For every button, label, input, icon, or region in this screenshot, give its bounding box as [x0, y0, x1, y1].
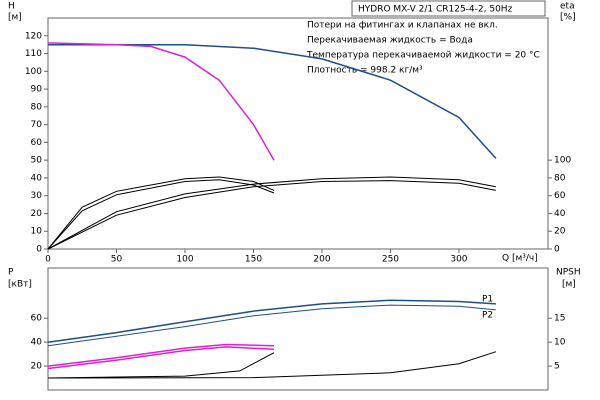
y2-tick-label: 0: [554, 245, 560, 255]
y-tick-label: 30: [31, 191, 43, 201]
y-tick-label: 60: [31, 138, 43, 148]
y-tick-label: 110: [25, 49, 42, 59]
y2-tick-label: 15: [554, 314, 565, 324]
series-line: [47, 176, 496, 250]
series-line: [47, 343, 275, 367]
y-tick-label: 40: [31, 173, 43, 183]
y-tick-label: 70: [31, 120, 43, 130]
x-tick-label: 300: [450, 255, 467, 265]
y2-tick-label: 5: [554, 362, 560, 372]
annotation: Температура перекачиваемой жидкости = 20…: [306, 51, 540, 61]
series-line: [48, 43, 497, 159]
y2-axis-label: eta: [560, 2, 575, 12]
y-tick-label: 120: [25, 31, 42, 41]
y-tick-label: 90: [31, 85, 43, 95]
annotation: Перекачиваемая жидкость = Вода: [307, 36, 473, 46]
series-line: [47, 179, 275, 250]
x-tick-label: 250: [382, 255, 399, 265]
y-tick-label: 60: [31, 314, 43, 324]
series-line: [47, 176, 275, 250]
plot-frame: [47, 267, 549, 391]
y2-tick-label: 80: [554, 173, 566, 183]
y2-tick-label: 20: [554, 227, 566, 237]
series-line: [47, 304, 496, 347]
x-tick-label: 200: [313, 255, 330, 265]
y-tick-label: 10: [31, 227, 43, 237]
x-tick-label: 150: [245, 255, 262, 265]
annotation: Плотность = 998.2 кг/м³: [307, 66, 423, 76]
y2-tick-label: 10: [554, 338, 566, 348]
y2-tick-label: 40: [554, 209, 566, 219]
plot-frame: [47, 17, 549, 250]
series-line: [47, 346, 275, 370]
y-tick-label: 100: [25, 67, 42, 77]
series-label: P2: [482, 310, 493, 320]
y-tick-label: 50: [31, 156, 43, 166]
annotation: Потери на фитингах и клапанах не вкл.: [307, 21, 498, 31]
x-tick-label: 100: [176, 255, 193, 265]
y-tick-label: 20: [31, 209, 43, 219]
y2-axis-unit: [%]: [560, 13, 576, 23]
y-axis-unit: [м]: [8, 13, 22, 23]
series-line: [47, 352, 275, 379]
series-line: [47, 180, 496, 250]
title-box: [351, 0, 546, 17]
y-tick-label: 80: [31, 102, 43, 112]
x-axis-label: Q [м³/ч]: [502, 254, 538, 264]
y2-tick-label: 60: [554, 191, 566, 201]
y-tick-label: 20: [31, 362, 43, 372]
y2-axis-label: NPSH: [556, 268, 581, 278]
chart-title: HYDRO MX-V 2/1 CR125-4-2, 50Hz: [358, 5, 513, 15]
series-line: [47, 351, 497, 379]
series-line: [47, 299, 496, 343]
y-axis-unit: [кВт]: [8, 280, 32, 290]
y2-axis-unit: [м]: [562, 280, 576, 290]
x-tick-label: 50: [111, 255, 123, 265]
series-label: P1: [482, 294, 493, 304]
y2-tick-label: 100: [554, 156, 571, 166]
y-axis-label: H: [8, 2, 15, 12]
x-tick-label: 0: [45, 255, 51, 265]
y-axis-label: P: [8, 268, 14, 278]
series-line: [47, 42, 275, 161]
y-tick-label: 0: [36, 245, 42, 255]
y-tick-label: 40: [31, 338, 43, 348]
